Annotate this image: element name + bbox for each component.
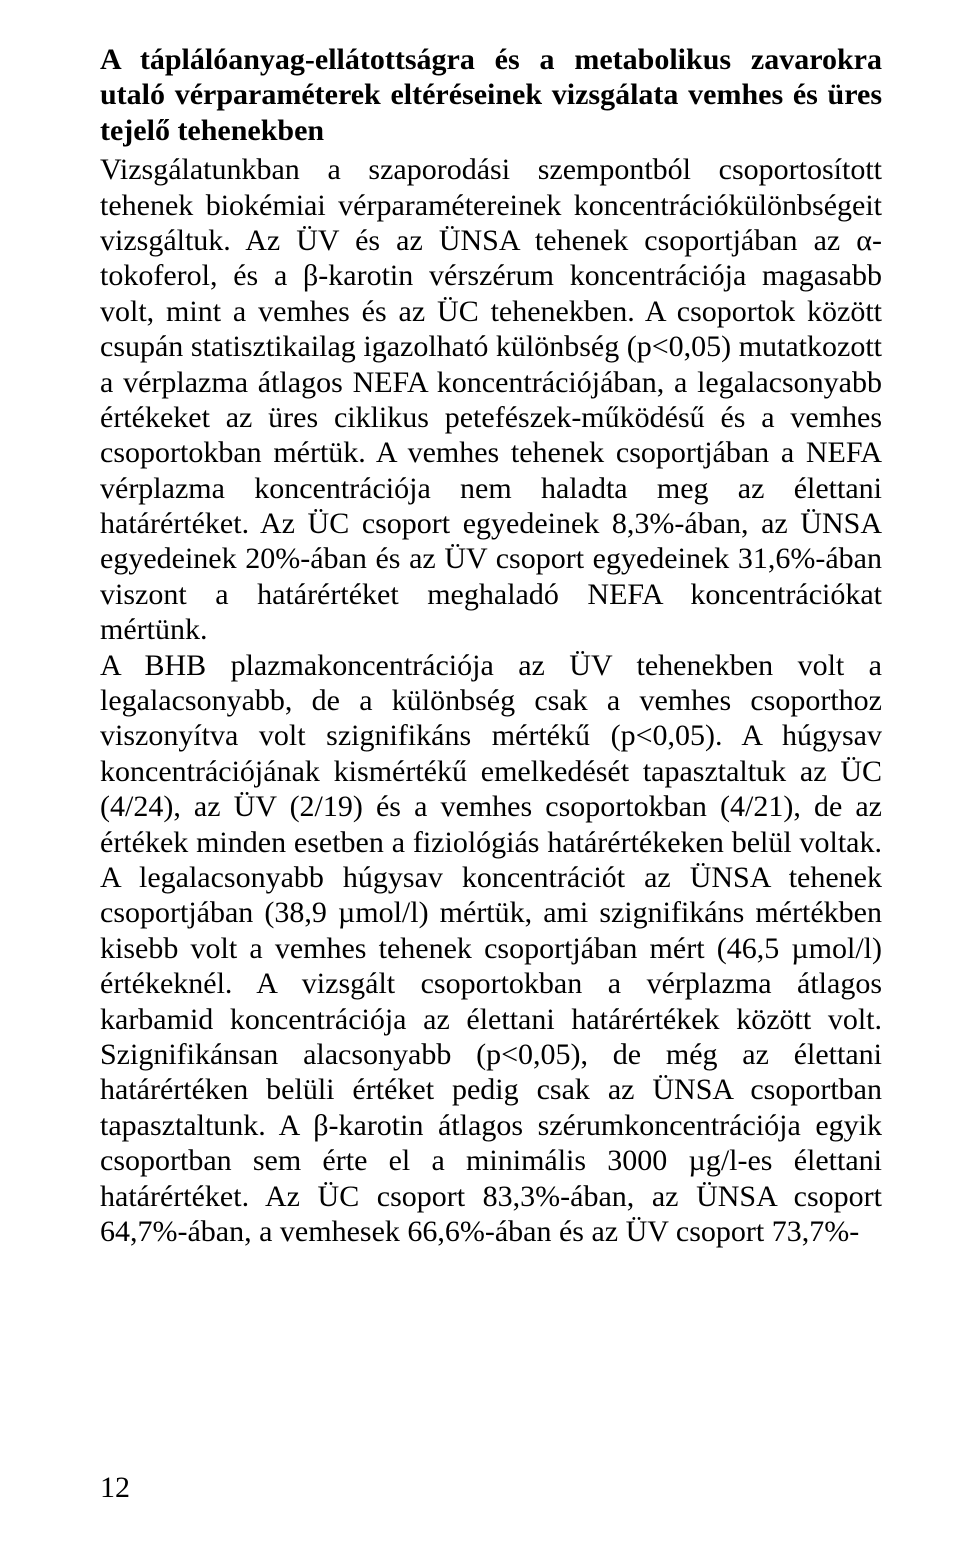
document-page: A táplálóanyag-ellátottságra és a metabo…: [0, 0, 960, 1541]
document-title: A táplálóanyag-ellátottságra és a metabo…: [100, 42, 882, 148]
page-number: 12: [100, 1471, 130, 1505]
document-body: Vizsgálatunkban a szaporodási szempontbó…: [100, 152, 882, 1249]
